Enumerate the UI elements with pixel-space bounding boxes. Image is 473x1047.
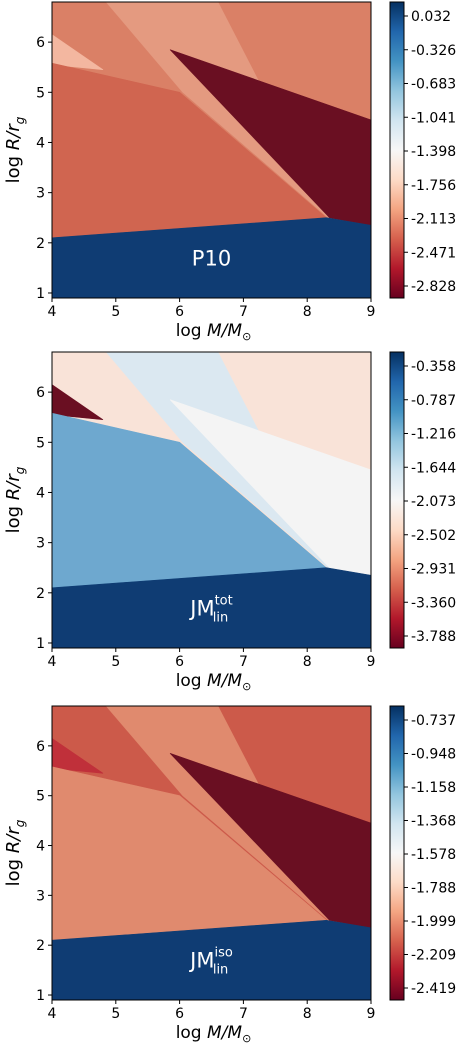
panel-label: JMiso lin [188, 946, 233, 978]
colorbar-tick-label: -1.788 [411, 881, 456, 897]
region-upper-left-corner [52, 34, 104, 71]
colorbar-tick-label: -1.999 [411, 914, 456, 930]
y-tick-label: 5 [36, 435, 45, 451]
x-tick-label: 6 [175, 1006, 184, 1022]
y-tick-label: 4 [36, 135, 45, 151]
panel-label: JMtot lin [188, 593, 232, 625]
region-wedge [169, 399, 371, 576]
x-tick-label: 7 [239, 1006, 248, 1022]
y-tick-label: 3 [36, 888, 45, 904]
colorbar-tick-label: -2.073 [411, 494, 456, 510]
heatmap-regions [52, 706, 371, 1000]
colorbar-tick-label: -2.471 [411, 245, 456, 261]
y-axis-label: log R/rg [3, 466, 27, 533]
colorbar [389, 705, 405, 1001]
colorbar [389, 351, 405, 649]
colorbar-tick-label: -0.948 [411, 747, 456, 763]
x-axis-label: log M/M⊙ [176, 1023, 252, 1045]
colorbar-tick-label: -1.756 [411, 178, 456, 194]
y-tick-label: 2 [36, 236, 45, 252]
colorbar-tick-label: -3.788 [411, 629, 456, 645]
x-tick-label: 8 [303, 654, 312, 670]
axes-frame [51, 351, 372, 649]
x-tick-label: 8 [303, 1006, 312, 1022]
x-tick-label: 6 [175, 654, 184, 670]
x-axis-label: log M/M⊙ [176, 671, 252, 693]
colorbar-tick-label: -1.578 [411, 847, 456, 863]
y-tick-label: 3 [36, 536, 45, 552]
colorbar-tick-label: -0.326 [411, 43, 456, 59]
x-tick-label: 4 [48, 304, 57, 320]
colorbar-tick-label: -1.368 [411, 814, 456, 830]
x-tick-label: 9 [367, 304, 376, 320]
x-tick-label: 5 [111, 304, 120, 320]
y-axis-label: log R/rg [3, 116, 27, 183]
colorbar-tick-label: -2.931 [411, 562, 456, 578]
y-tick-label: 1 [36, 286, 45, 302]
y-tick-label: 3 [36, 186, 45, 202]
colorbar-tick-label: -2.209 [411, 948, 456, 964]
panel-label: P10 [192, 246, 231, 270]
colorbar-tick-label: -2.113 [411, 212, 456, 228]
y-tick-label: 1 [36, 636, 45, 652]
y-tick-label: 4 [36, 485, 45, 501]
colorbar [389, 1, 405, 299]
colorbar-tick-label: -0.683 [411, 77, 456, 93]
x-tick-label: 8 [303, 304, 312, 320]
colorbar-tick-label: -2.828 [411, 279, 456, 295]
region-wedge [169, 49, 371, 226]
colorbar-tick-label: -0.787 [411, 393, 456, 409]
y-tick-label: 5 [36, 789, 45, 805]
colorbar-tick-label: -1.216 [411, 427, 456, 443]
y-tick-label: 6 [36, 385, 45, 401]
region-wedge [169, 753, 371, 929]
region-upper-left-corner [52, 384, 104, 421]
x-tick-label: 4 [48, 654, 57, 670]
x-tick-label: 4 [48, 1006, 57, 1022]
colorbar-tick-label: -2.419 [411, 981, 456, 997]
colorbar-tick-label: -1.041 [411, 110, 456, 126]
colorbar-tick-label: -1.158 [411, 780, 456, 796]
heatmap-regions [52, 2, 371, 298]
y-tick-label: 2 [36, 938, 45, 954]
axes-frame [51, 1, 372, 299]
colorbar-tick-label: -2.502 [411, 528, 456, 544]
colorbar-tick-label: 0.032 [411, 9, 451, 25]
x-tick-label: 5 [111, 1006, 120, 1022]
region-upper-left-corner [52, 738, 104, 774]
y-tick-label: 1 [36, 988, 45, 1004]
axes-frame [51, 705, 372, 1001]
colorbar-tick-label: -0.358 [411, 359, 456, 375]
colorbar-tick-label: -3.360 [411, 595, 456, 611]
y-tick-label: 6 [36, 35, 45, 51]
region-bottom [52, 567, 371, 648]
y-tick-label: 4 [36, 839, 45, 855]
x-tick-label: 7 [239, 304, 248, 320]
colorbar-tick-label: -1.398 [411, 144, 456, 160]
colorbar-tick-label: -1.644 [411, 460, 456, 476]
x-tick-label: 7 [239, 654, 248, 670]
y-tick-label: 5 [36, 85, 45, 101]
x-tick-label: 9 [367, 654, 376, 670]
colorbar-tick-label: -0.737 [411, 713, 456, 729]
x-tick-label: 6 [175, 304, 184, 320]
heatmap-regions [52, 352, 371, 648]
x-axis-label: log M/M⊙ [176, 321, 252, 343]
y-tick-label: 6 [36, 739, 45, 755]
y-axis-label: log R/rg [3, 819, 27, 886]
y-tick-label: 2 [36, 586, 45, 602]
region-bottom [52, 919, 371, 1000]
x-tick-label: 9 [367, 1006, 376, 1022]
region-bottom [52, 217, 371, 298]
x-tick-label: 5 [111, 654, 120, 670]
